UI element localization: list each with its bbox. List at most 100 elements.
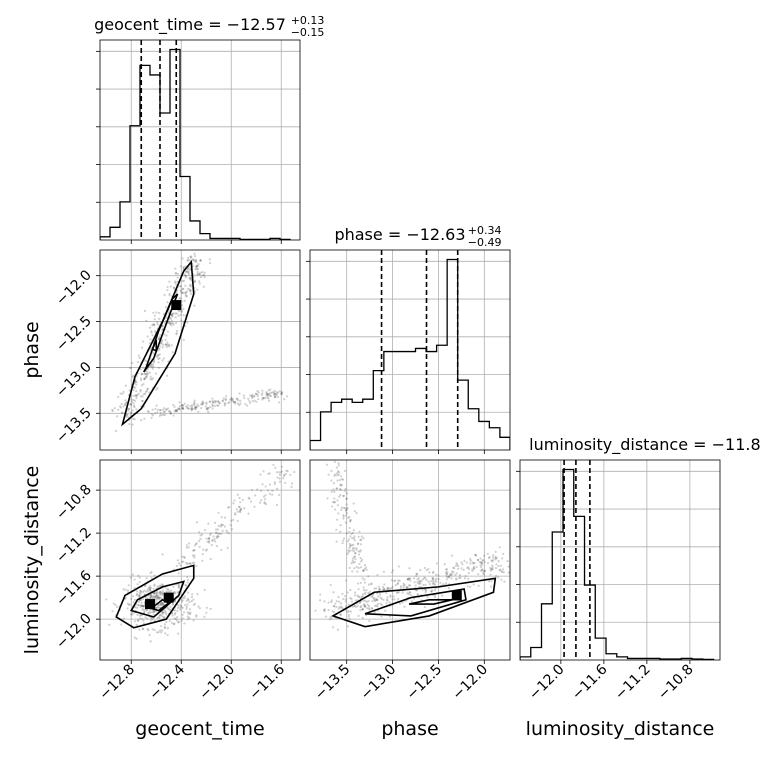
scatter-point	[223, 404, 226, 407]
scatter-point	[229, 398, 232, 401]
scatter-point	[424, 583, 427, 587]
scatter-point	[421, 588, 424, 591]
scatter-point	[149, 595, 153, 598]
scatter-point	[234, 402, 237, 405]
scatter-point	[211, 407, 214, 410]
grid-lines	[520, 460, 720, 660]
scatter-point	[159, 408, 162, 412]
scatter-point	[185, 295, 188, 298]
scatter-point	[160, 601, 164, 604]
scatter-point	[333, 501, 336, 504]
scatter-point	[361, 595, 364, 598]
scatter-point	[153, 592, 156, 595]
scatter-point	[379, 602, 382, 605]
scatter-point	[230, 528, 234, 531]
scatter-point	[128, 407, 131, 410]
scatter-point	[479, 557, 482, 560]
scatter-point	[117, 408, 120, 411]
scatter-point	[353, 539, 356, 542]
scatter-point	[265, 390, 268, 394]
scatter-point	[339, 493, 342, 497]
scatter-point	[357, 588, 360, 591]
scatter-point	[408, 583, 411, 587]
scatter-point	[182, 338, 185, 341]
scatter-point	[319, 593, 322, 596]
scatter-point	[332, 605, 336, 608]
scatter-point	[378, 589, 381, 592]
scatter-point	[152, 352, 155, 355]
scatter-point	[267, 472, 270, 475]
scatter-point	[163, 410, 166, 413]
scatter-point	[217, 400, 220, 403]
scatter-point	[174, 316, 177, 319]
scatter-point	[157, 354, 160, 357]
scatter-point	[218, 402, 221, 405]
scatter-point	[377, 595, 380, 598]
scatter-point	[183, 622, 186, 625]
scatter-point	[149, 640, 152, 643]
scatter-point	[263, 498, 267, 501]
scatter-point	[193, 402, 196, 405]
scatter-point	[358, 550, 362, 553]
scatter-point	[261, 392, 264, 395]
scatter-point	[445, 572, 448, 575]
scatter-point	[189, 289, 192, 292]
scatter-point	[373, 599, 377, 603]
scatter-point	[353, 535, 356, 538]
scatter-point	[195, 564, 198, 568]
scatter-point	[175, 619, 179, 622]
scatter-point	[155, 355, 158, 358]
scatter-point	[339, 613, 342, 616]
scatter-point	[157, 597, 160, 600]
scatter-point	[193, 556, 196, 559]
x-tick-label: −10.8	[655, 662, 697, 704]
scatter-point	[469, 585, 472, 588]
scatter-point	[169, 589, 173, 592]
scatter-point	[153, 324, 156, 327]
scatter-point	[345, 532, 349, 535]
scatter-point	[196, 273, 199, 276]
scatter-point	[205, 401, 208, 404]
scatter-point	[216, 532, 220, 535]
scatter-point	[346, 508, 349, 511]
scatter-point	[193, 279, 197, 282]
scatter-point	[171, 603, 174, 606]
scatter-point	[514, 570, 516, 572]
scatter-point	[161, 325, 164, 328]
scatter-point	[141, 627, 144, 630]
scatter-point	[247, 512, 250, 515]
scatter-point	[167, 321, 170, 324]
scatter-point	[133, 636, 136, 639]
scatter-point	[358, 601, 361, 605]
scatter-point	[152, 613, 155, 616]
scatter-point	[377, 585, 380, 588]
scatter-point	[145, 375, 149, 379]
scatter-point	[396, 582, 399, 586]
scatter-point	[236, 519, 239, 523]
scatter-point	[259, 473, 262, 476]
scatter-point	[463, 559, 466, 562]
scatter-point	[480, 561, 484, 565]
scatter-point	[159, 342, 163, 345]
scatter-point	[202, 548, 205, 551]
scatter-point	[154, 606, 157, 610]
scatter-point	[362, 537, 365, 540]
scatter-point	[349, 519, 352, 522]
scatter-point	[130, 403, 133, 407]
scatter-point	[155, 606, 158, 609]
scatter-point	[240, 507, 243, 510]
scatter-point	[186, 597, 190, 600]
scatter-point	[450, 577, 453, 580]
scatter-point	[382, 587, 386, 590]
scatter-point	[274, 466, 277, 469]
scatter-point	[185, 290, 189, 293]
scatter-point	[272, 463, 275, 466]
x-tick-label: −11.6	[569, 661, 611, 703]
scatter-point	[166, 341, 169, 344]
scatter-point	[129, 613, 132, 616]
scatter-point	[276, 391, 280, 394]
scatter-point	[156, 322, 159, 326]
scatter-point	[187, 591, 190, 594]
scatter-point	[179, 608, 182, 611]
scatter-point	[193, 401, 196, 404]
